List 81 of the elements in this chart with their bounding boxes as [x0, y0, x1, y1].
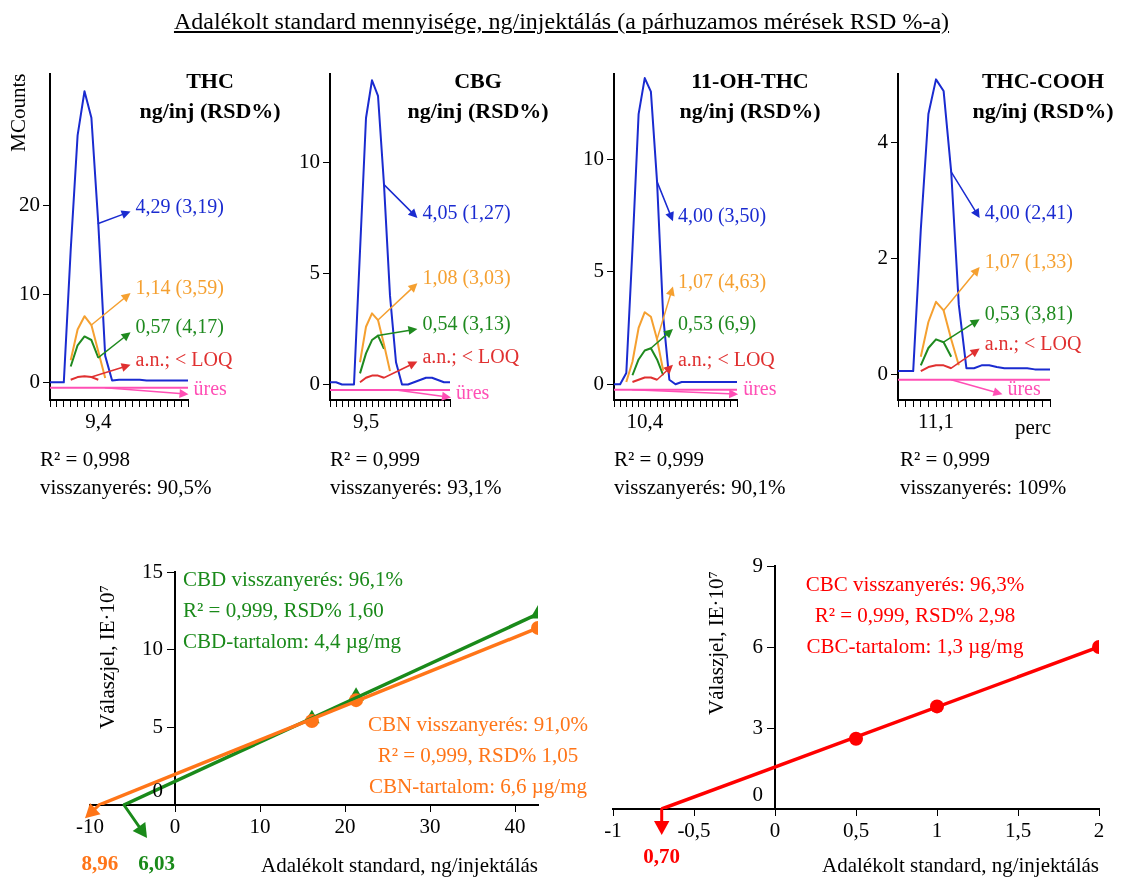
y-axis-title: MCounts — [6, 73, 31, 152]
text: R² = 0,999 — [330, 446, 420, 471]
legend-label: 0,54 (3,13) — [422, 312, 511, 336]
x-tick-label: 9,4 — [85, 409, 112, 434]
y-tick-label: 5 — [593, 258, 604, 283]
legend-label: 1,07 (1,33) — [984, 250, 1073, 274]
annotation: 0,70 — [643, 844, 680, 869]
legend-label: a.n.; < LOQ — [984, 331, 1083, 354]
y-tick-label: 0 — [29, 368, 40, 393]
legend-label: üres — [1007, 377, 1041, 400]
legend-label: 1,07 (4,63) — [677, 269, 767, 293]
y-tick-label: 4 — [877, 129, 889, 154]
y-axis-title: Válaszjel, IE·10⁷ — [703, 571, 728, 715]
legend-label: 0,53 (3,81) — [984, 302, 1073, 326]
annotation: CBN visszanyerés: 91,0% R² = 0,999, RSD% 1,05 CBN-tartalom: 6,6 µg/mg — [368, 711, 588, 798]
text: R² = 0,998 — [40, 446, 130, 471]
legend-label: 0,53 (6,9) — [677, 312, 757, 336]
y-tick-label: 10 — [142, 636, 164, 661]
text: R² = 0,999 — [614, 446, 704, 471]
legend-label: 1,14 (3,59) — [135, 276, 224, 300]
legend-label: a.n.; < LOQ — [677, 348, 776, 371]
annotation: 8,96 — [81, 851, 119, 876]
y-tick-label: 5 — [152, 713, 164, 738]
legend-label: 4,05 (1,27) — [422, 201, 511, 225]
legend-label: üres — [743, 377, 777, 400]
legend-label: a.n.; < LOQ — [135, 348, 233, 371]
annotation: 6,03 — [138, 851, 176, 876]
y-tick-label: 3 — [752, 714, 763, 739]
x-tick-label: 10,4 — [626, 409, 664, 434]
y-axis-title: Válaszjel, IE·10⁷ — [94, 585, 119, 729]
y-tick-label: 9 — [752, 552, 763, 577]
y-tick-label: 6 — [752, 633, 763, 658]
text: Adalékolt standard mennyisége, ng/injektálás (a párhuzamos mérések RSD %-a) — [172, 8, 951, 35]
y-tick-label: 0 — [593, 370, 604, 395]
text: THC ng/inj (RSD%) — [139, 67, 281, 125]
legend-label: 1,08 (3,03) — [422, 266, 511, 290]
text: R² = 0,999 — [900, 446, 990, 471]
text: visszanyerés: 93,1% — [330, 474, 502, 499]
x-tick-label: 0 — [169, 814, 181, 839]
y-tick-label: 10 — [583, 145, 604, 170]
x-tick-label: 30 — [419, 814, 441, 839]
x-tick-label: 0 — [769, 818, 781, 843]
legend-label: 4,29 (3,19) — [135, 194, 224, 218]
y-tick-label: 15 — [142, 558, 164, 583]
x-tick-label: -0,5 — [677, 818, 711, 843]
legend-label: üres — [193, 377, 228, 400]
text: visszanyerés: 90,1% — [614, 474, 786, 499]
y-tick-label: 20 — [19, 192, 40, 217]
x-axis-title: perc — [1015, 414, 1052, 439]
x-tick-label: 1,5 — [1004, 818, 1032, 843]
x-tick-label: -10 — [76, 814, 104, 839]
x-tick-label: 40 — [504, 814, 526, 839]
x-tick-label: 2 — [1093, 818, 1105, 843]
x-tick-label: 9,5 — [352, 409, 380, 434]
legend-label: a.n.; < LOQ — [422, 344, 520, 367]
y-tick-label: 10 — [19, 280, 40, 305]
y-tick-label: 10 — [299, 148, 320, 173]
legend-label: 0,57 (4,17) — [135, 315, 224, 339]
legend-label: üres — [456, 380, 490, 403]
x-tick-label: 20 — [334, 814, 356, 839]
x-tick-label: 1 — [931, 818, 943, 843]
x-axis-title: Adalékolt standard, ng/injektálás — [821, 852, 1099, 877]
legend-label: 4,00 (2,41) — [984, 201, 1073, 225]
text: visszanyerés: 109% — [900, 474, 1067, 499]
text: THC-COOH ng/inj (RSD%) — [972, 67, 1114, 125]
x-tick-label: 11,1 — [918, 409, 954, 434]
y-tick-label: 0 — [877, 360, 888, 385]
annotation: CBD visszanyerés: 96,1% R² = 0,999, RSD% 1,60 CBD-tartalom: 4,4 µg/mg — [183, 566, 403, 653]
x-tick-label: 10 — [249, 814, 271, 839]
y-tick-label: 0 — [752, 782, 763, 807]
annotation: CBC visszanyerés: 96,3% R² = 0,999, RSD% 2,98 CBC-tartalom: 1,3 µg/mg — [805, 571, 1025, 658]
chart-subtitle: CBG ng/inj (RSD%) — [407, 67, 549, 125]
y-tick-label: 5 — [309, 259, 320, 284]
chart-subtitle: 11-OH-THC ng/inj (RSD%) — [679, 67, 821, 125]
x-axis-title: Adalékolt standard, ng/injektálás — [260, 852, 538, 877]
x-tick-label: -1 — [604, 818, 622, 843]
text: visszanyerés: 90,5% — [40, 474, 212, 499]
legend-label: 4,00 (3,50) — [677, 204, 767, 228]
y-tick-label: 0 — [309, 370, 320, 395]
x-tick-label: 0,5 — [842, 818, 870, 843]
y-tick-label: 2 — [877, 244, 888, 269]
